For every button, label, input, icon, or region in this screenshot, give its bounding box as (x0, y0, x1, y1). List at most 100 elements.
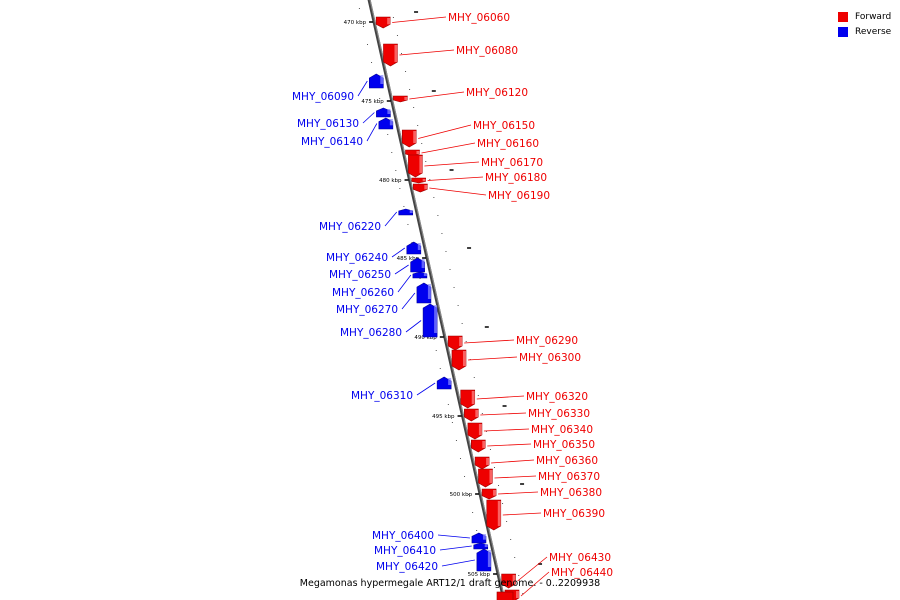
gene-block-shade (389, 119, 393, 126)
gene-block (481, 488, 497, 500)
gene-connector (464, 339, 515, 344)
gene-block-shade (459, 337, 463, 346)
legend-reverse-label: Reverse (855, 26, 892, 37)
guide-dot (425, 161, 427, 162)
guide-dot (477, 395, 479, 396)
guide-dot (485, 431, 487, 432)
gene-label: MHY_06400 (372, 530, 434, 542)
gene-label: MHY_06260 (332, 287, 394, 299)
gene-block-shade (404, 97, 408, 100)
tick-label: 495 kbp (432, 414, 455, 420)
gene-connector (487, 443, 532, 447)
guide-dot (392, 17, 394, 18)
guide-dot (518, 575, 520, 576)
gene-block (383, 43, 398, 67)
gene-block-shade (394, 45, 398, 62)
tick-label: 475 kbp (361, 99, 384, 105)
gene-block-shade (419, 156, 423, 173)
gene-connector (467, 356, 518, 361)
gene-label: MHY_06180 (485, 172, 547, 184)
guide-dot (514, 557, 516, 558)
guide-dot (453, 287, 455, 288)
gene-label: MHY_06190 (488, 190, 550, 202)
gene-block (470, 439, 486, 453)
gene-connector (357, 80, 368, 97)
gene-block-shade (409, 210, 413, 213)
gene-connector (424, 161, 480, 167)
guide-dot (468, 494, 470, 495)
guide-dot (411, 242, 413, 243)
gene-block-shade (423, 273, 427, 276)
gene-connector (362, 112, 375, 124)
gene-block-shade (434, 305, 438, 333)
guide-dot (421, 143, 423, 144)
guide-dot (465, 341, 467, 342)
gene-block-shade (515, 591, 519, 598)
gene-block (464, 408, 479, 422)
backbone-highlight (369, 0, 506, 600)
gene-connector (416, 382, 436, 396)
gene-block-shade (416, 151, 420, 154)
gene-block-shade (448, 378, 452, 385)
gene-block (467, 422, 483, 440)
gene-block-shade (512, 575, 516, 584)
gene-connector (409, 91, 465, 100)
gene-label: MHY_06390 (543, 508, 605, 520)
gene-label: MHY_06150 (473, 120, 535, 132)
gene-label: MHY_06370 (538, 471, 600, 483)
gene-block-shade (486, 458, 490, 465)
legend-forward-label: Forward (855, 11, 892, 22)
gene-block (393, 95, 408, 103)
tick-label: 500 kbp (450, 492, 473, 498)
gene-block (451, 349, 467, 371)
gene-connector (491, 459, 535, 464)
guide-dot (489, 449, 491, 450)
gene-label: MHY_06410 (374, 545, 436, 557)
guide-dot (391, 152, 393, 153)
gene-connector (439, 545, 472, 551)
guide-dot (493, 467, 495, 468)
gene-block (474, 456, 490, 470)
gene-connector (502, 512, 542, 516)
guide-dot (473, 377, 475, 378)
guide-dot (396, 35, 398, 36)
gene-block (501, 573, 516, 589)
gene-label: MHY_06130 (297, 118, 359, 130)
guide-dot (435, 350, 437, 351)
gene-block-shade (484, 544, 488, 547)
gene-label: MHY_06220 (319, 221, 381, 233)
gene-block-shade (413, 131, 417, 143)
gene-block (447, 335, 463, 351)
guide-dot (371, 62, 373, 63)
guide-dot (395, 170, 397, 171)
gene-connector (498, 491, 539, 495)
gene-connector (418, 124, 472, 139)
guide-dot (447, 404, 449, 405)
gene-block-shade (478, 424, 482, 435)
tick-label: 485 kbp (397, 256, 420, 262)
gene-connector (441, 559, 475, 567)
gene-label: MHY_06240 (326, 252, 388, 264)
gene-block (460, 389, 476, 409)
gene-connector (392, 16, 447, 23)
gene-connector (517, 556, 548, 582)
gene-label: MHY_06290 (516, 335, 578, 347)
legend-item-reverse: Reverse (838, 24, 891, 39)
guide-dot (367, 44, 369, 45)
gene-connector (366, 123, 378, 142)
guide-dot (403, 206, 405, 207)
guide-dot (488, 584, 490, 585)
guide-dot (476, 530, 478, 531)
gene-label: MHY_06420 (376, 561, 438, 573)
gene-label: MHY_06160 (477, 138, 539, 150)
tick-label: 480 kbp (379, 178, 402, 184)
gene-label: MHY_06060 (448, 12, 510, 24)
gene-block-shade (427, 284, 431, 299)
gene-label: MHY_06330 (528, 408, 590, 420)
gene-block (413, 183, 428, 193)
guide-dot (472, 512, 474, 513)
gene-connector (394, 264, 409, 275)
tick-label: 470 kbp (344, 20, 367, 26)
tick-label: 505 kbp (468, 572, 491, 578)
